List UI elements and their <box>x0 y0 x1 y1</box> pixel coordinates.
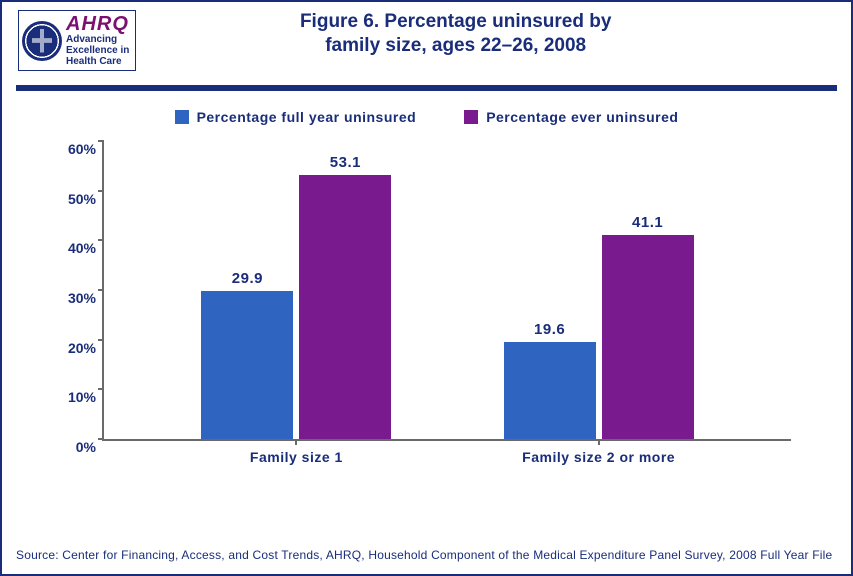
y-tick-label: 20% <box>46 340 96 356</box>
x-category-label: Family size 2 or more <box>522 449 675 465</box>
logo-tagline-3: Health Care <box>66 56 129 67</box>
bar <box>299 175 391 439</box>
y-tick-label: 10% <box>46 389 96 405</box>
bar-value-label: 41.1 <box>632 214 663 231</box>
title-line-1: Figure 6. Percentage uninsured by <box>136 10 775 34</box>
bar-value-label: 29.9 <box>232 270 263 287</box>
logo-abbrev: AHRQ <box>66 14 129 34</box>
bar-value-label: 19.6 <box>534 321 565 338</box>
x-tick-mark <box>598 439 600 445</box>
ahrq-logo: AHRQ Advancing Excellence in Health Care <box>18 10 136 71</box>
y-tick-mark <box>98 190 104 192</box>
figure-container: AHRQ Advancing Excellence in Health Care… <box>0 0 853 576</box>
logo-tagline-1: Advancing <box>66 34 129 45</box>
plot-region: 0%10%20%30%40%50%60%29.953.1Family size … <box>102 131 791 471</box>
bar-value-label: 53.1 <box>330 154 361 171</box>
header: AHRQ Advancing Excellence in Health Care… <box>2 2 851 81</box>
y-tick-mark <box>98 289 104 291</box>
figure-title: Figure 6. Percentage uninsured by family… <box>136 10 835 58</box>
y-tick-mark <box>98 239 104 241</box>
hhs-seal-icon <box>22 21 62 61</box>
y-tick-label: 0% <box>46 439 96 455</box>
title-line-2: family size, ages 22–26, 2008 <box>136 34 775 58</box>
source-citation: Source: Center for Financing, Access, an… <box>2 548 851 574</box>
logo-tagline-2: Excellence in <box>66 45 129 56</box>
legend-label-ever: Percentage ever uninsured <box>486 109 678 125</box>
plot-axes: 0%10%20%30%40%50%60%29.953.1Family size … <box>102 141 791 441</box>
logo-text: AHRQ Advancing Excellence in Health Care <box>66 14 129 67</box>
bar <box>201 291 293 440</box>
x-category-label: Family size 1 <box>250 449 343 465</box>
legend-item-full-year: Percentage full year uninsured <box>175 109 417 125</box>
legend-swatch-full-year <box>175 110 189 124</box>
legend: Percentage full year uninsured Percentag… <box>32 109 821 125</box>
y-tick-label: 30% <box>46 290 96 306</box>
y-tick-mark <box>98 388 104 390</box>
y-tick-label: 60% <box>46 141 96 157</box>
bar <box>504 342 596 439</box>
y-tick-mark <box>98 339 104 341</box>
y-tick-mark <box>98 438 104 440</box>
legend-item-ever: Percentage ever uninsured <box>464 109 678 125</box>
y-tick-label: 40% <box>46 240 96 256</box>
chart-area: Percentage full year uninsured Percentag… <box>2 91 851 548</box>
legend-label-full-year: Percentage full year uninsured <box>197 109 417 125</box>
y-tick-mark <box>98 140 104 142</box>
legend-swatch-ever <box>464 110 478 124</box>
y-tick-label: 50% <box>46 191 96 207</box>
bar <box>602 235 694 439</box>
x-tick-mark <box>295 439 297 445</box>
